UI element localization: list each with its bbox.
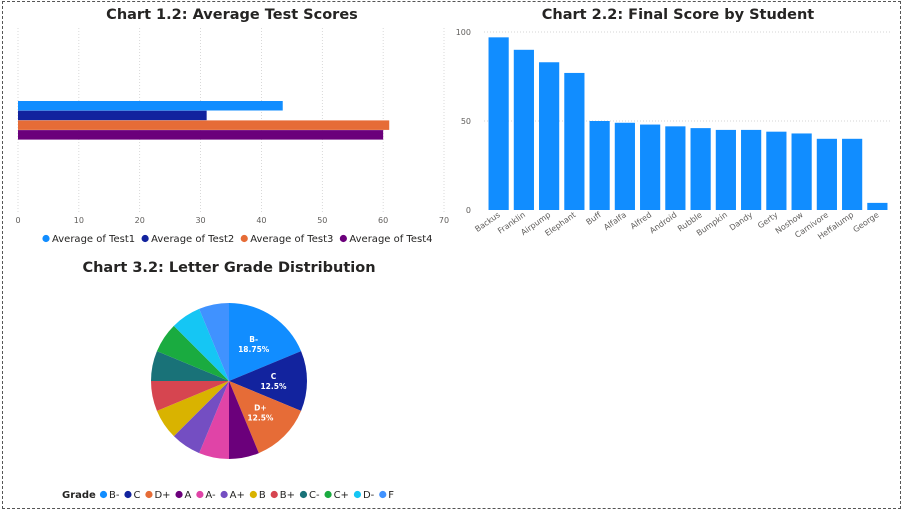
pie-data-label: D+ [254, 403, 267, 412]
bar-heffalump[interactable] [842, 138, 863, 210]
legend-label[interactable]: A [185, 490, 192, 501]
legend-marker [270, 490, 278, 499]
legend-marker [124, 490, 132, 499]
legend-label[interactable]: D+ [154, 490, 170, 501]
legend-marker [141, 234, 149, 243]
chart-final-score-by-student[interactable]: Chart 2.2: Final Score by Student 0 50 100… [450, 0, 900, 255]
y-tick-label: 50 [461, 117, 471, 126]
pie-slice-bplus[interactable] [151, 381, 229, 411]
bar-bumpkin[interactable] [715, 129, 736, 210]
bar-buff[interactable] [589, 121, 610, 210]
legend-marker [339, 234, 347, 243]
legend-marker [42, 234, 50, 243]
bar-rubble[interactable] [690, 128, 711, 210]
bar-alfred[interactable] [640, 124, 661, 210]
legend-marker [379, 490, 387, 499]
legend-marker [240, 234, 248, 243]
legend-label[interactable]: Average of Test2 [151, 234, 234, 245]
bar-android[interactable] [665, 126, 686, 210]
chart3-title: Chart 3.2: Letter Grade Distribution [82, 260, 375, 276]
x-tick-label: George [851, 210, 880, 234]
legend-marker [196, 490, 204, 499]
pie-data-percent: 12.5% [247, 413, 274, 422]
x-tick-label: Alfalfa [602, 210, 628, 232]
legend-label[interactable]: C+ [334, 490, 349, 501]
pie-data-percent: 12.5% [260, 382, 287, 391]
legend-label[interactable]: Average of Test4 [349, 234, 432, 245]
x-tick-label: 70 [439, 216, 449, 225]
legend-label[interactable]: A+ [230, 490, 245, 501]
legend-label[interactable]: C- [309, 490, 320, 501]
chart2-title: Chart 2.2: Final Score by Student [542, 7, 815, 23]
legend-marker [249, 490, 257, 499]
bar-elephant[interactable] [564, 72, 585, 210]
bar-franklin[interactable] [513, 49, 534, 210]
legend-marker [220, 490, 228, 499]
pie-data-label: B- [249, 335, 258, 344]
bar-noshow[interactable] [791, 133, 812, 210]
legend-label[interactable]: A- [205, 490, 216, 501]
bar-airpump[interactable] [539, 62, 560, 211]
y-tick-label: 100 [456, 28, 471, 37]
legend-label[interactable]: B- [109, 490, 120, 501]
bar-george[interactable] [867, 202, 888, 210]
chart-average-test-scores[interactable]: Chart 1.2: Average Test Scores 0 10 20 30 40… [0, 0, 470, 255]
x-tick-label: 40 [256, 216, 266, 225]
pie-slice-f[interactable] [199, 303, 229, 381]
legend-label[interactable]: F [388, 490, 394, 501]
x-tick-label: Android [648, 210, 679, 235]
bar-average-of-test1[interactable] [18, 101, 283, 111]
chart-letter-grade-distribution[interactable]: Chart 3.2: Letter Grade Distribution B-1… [0, 250, 470, 508]
legend-marker [145, 490, 153, 499]
bar-alfalfa[interactable] [614, 122, 635, 210]
pie-slice-cminus[interactable] [151, 351, 229, 381]
x-tick-label: 0 [15, 216, 20, 225]
x-tick-label: 50 [317, 216, 327, 225]
pie-slice-dplus[interactable] [229, 381, 302, 454]
x-tick-label: 30 [195, 216, 205, 225]
pie-data-label: C [271, 372, 277, 381]
legend-label[interactable]: D- [363, 490, 375, 501]
legend-marker [175, 490, 183, 499]
bar-average-of-test4[interactable] [18, 130, 384, 140]
legend-marker [299, 490, 308, 499]
x-tick-label: 20 [135, 216, 145, 225]
pie-legend-title: Grade [62, 490, 96, 501]
bar-carnivore[interactable] [816, 138, 837, 210]
pie-slice-c[interactable] [229, 351, 307, 411]
pie-slice-a[interactable] [229, 381, 259, 459]
legend-label[interactable]: Average of Test1 [52, 234, 135, 245]
bar-backus[interactable] [488, 37, 509, 211]
legend-label[interactable]: B+ [280, 490, 295, 501]
y-tick-label: 0 [466, 206, 471, 215]
pie-slice-bminus[interactable] [229, 303, 302, 381]
x-tick-label: 10 [74, 216, 84, 225]
bar-average-of-test2[interactable] [18, 110, 207, 121]
chart1-title: Chart 1.2: Average Test Scores [106, 7, 358, 23]
pie-slice-aplus[interactable] [173, 381, 229, 454]
pie-slice-aminus[interactable] [199, 381, 229, 459]
bar-gerty[interactable] [766, 131, 787, 210]
x-tick-label: 60 [378, 216, 388, 225]
bar-average-of-test3[interactable] [18, 120, 390, 130]
legend-marker [99, 490, 108, 499]
x-tick-label: Buff [584, 210, 603, 227]
x-tick-label: Dandy [728, 210, 755, 232]
legend-marker [324, 490, 332, 499]
legend-label[interactable]: C [133, 490, 140, 501]
pie-slice-cplus[interactable] [156, 325, 229, 381]
legend-label[interactable]: Average of Test3 [250, 234, 333, 245]
pie-data-percent: 18.75% [238, 345, 270, 354]
bar-dandy[interactable] [741, 129, 762, 210]
pie-slice-b[interactable] [156, 381, 229, 437]
legend-marker [353, 490, 362, 499]
pie-slice-dminus[interactable] [173, 308, 229, 381]
legend-label[interactable]: B [259, 490, 266, 501]
